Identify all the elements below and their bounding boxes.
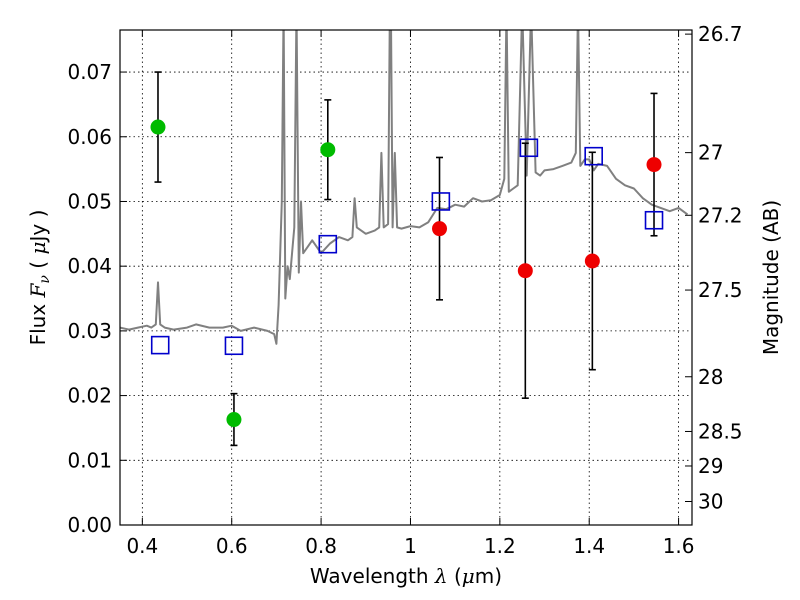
errorbars bbox=[154, 71, 658, 447]
x-tick-label: 1 bbox=[404, 534, 417, 558]
y2-tick-label: 30 bbox=[698, 490, 723, 514]
tick-labels: 0.4 0.6 0.8 1 1.2 1.4 1.6 0.00 0.01 0.02 0.03 0.04 0… bbox=[67, 22, 742, 558]
y-axis-label: Flux Fν ( μJy ) bbox=[26, 210, 53, 346]
y2-tick-label: 27.2 bbox=[698, 203, 743, 227]
model-square-marker bbox=[519, 138, 539, 158]
y2-tick-label: 26.7 bbox=[698, 22, 743, 46]
model-square-marker bbox=[150, 335, 170, 355]
x-tick-label: 1.4 bbox=[573, 534, 605, 558]
y-tick-label: 0.05 bbox=[67, 189, 112, 213]
y-tick-label: 0.04 bbox=[67, 254, 112, 278]
green-point-marker bbox=[150, 119, 166, 135]
y2-axis-label: Magnitude (AB) bbox=[759, 200, 783, 355]
green-point-marker bbox=[226, 412, 242, 428]
x-tick-label: 0.8 bbox=[305, 534, 337, 558]
ticks bbox=[120, 30, 692, 526]
y-tick-label: 0.06 bbox=[67, 125, 112, 149]
y-tick-label: 0.01 bbox=[67, 448, 112, 472]
spectrum-line bbox=[120, 30, 689, 345]
model-square-marker bbox=[431, 192, 451, 211]
x-tick-label: 1.2 bbox=[484, 534, 516, 558]
x-axis-label: Wavelength λ (μm) bbox=[310, 564, 502, 588]
y-tick-label: 0.00 bbox=[67, 513, 112, 537]
red-point-marker bbox=[584, 253, 600, 269]
grid bbox=[120, 30, 692, 526]
red-point-marker bbox=[646, 157, 662, 173]
y2-tick-label: 29 bbox=[698, 454, 723, 478]
x-tick-label: 1.6 bbox=[663, 534, 695, 558]
plot-frame bbox=[119, 29, 693, 526]
x-tick-label: 0.6 bbox=[216, 534, 248, 558]
markers bbox=[150, 119, 664, 428]
y-tick-label: 0.02 bbox=[67, 384, 112, 408]
y-tick-label: 0.03 bbox=[67, 319, 112, 343]
model-square-marker bbox=[224, 336, 244, 356]
model-square-marker bbox=[644, 210, 664, 230]
x-tick-label: 0.4 bbox=[126, 534, 158, 558]
spectrum-series bbox=[120, 30, 689, 345]
y2-tick-label: 27.5 bbox=[698, 278, 743, 302]
y2-tick-label: 28 bbox=[698, 365, 723, 389]
y2-tick-label: 27 bbox=[698, 141, 723, 165]
model-square-marker bbox=[318, 234, 338, 254]
red-point-marker bbox=[432, 221, 448, 237]
green-point-marker bbox=[320, 142, 336, 158]
y-tick-label: 0.07 bbox=[67, 60, 112, 84]
y2-tick-label: 28.5 bbox=[698, 419, 743, 443]
red-point-marker bbox=[517, 263, 533, 279]
model-square-marker bbox=[584, 146, 603, 166]
